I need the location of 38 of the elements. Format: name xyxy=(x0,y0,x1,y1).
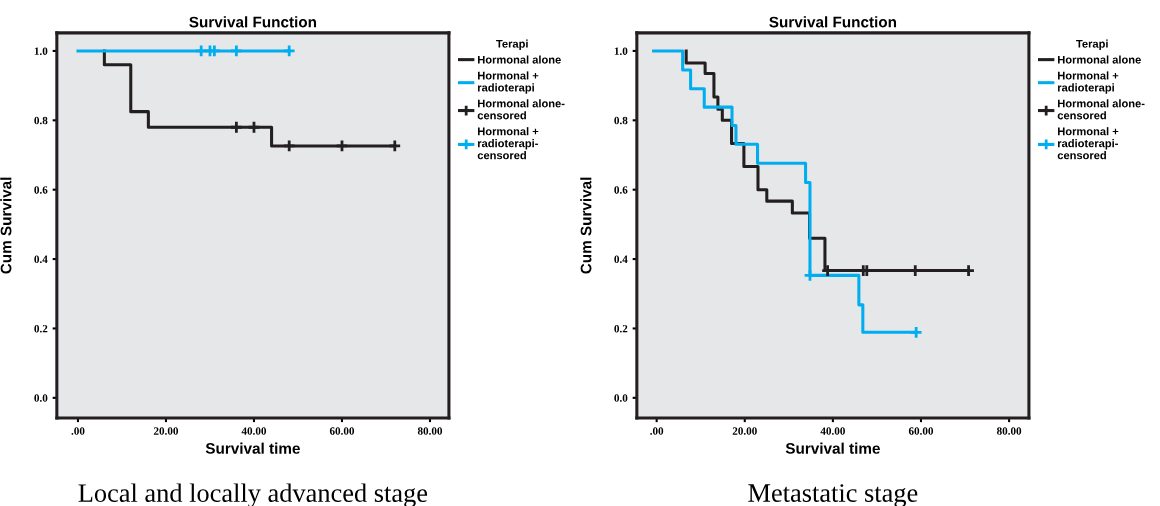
y-tick-label: 1.0 xyxy=(34,47,48,55)
y-tick-label: 0.0 xyxy=(614,394,628,402)
legend-label: Hormonal alone- censored xyxy=(1057,99,1145,120)
y-tick-label: 0.2 xyxy=(34,324,48,333)
legend-label: Hormonal alone xyxy=(1058,55,1141,64)
y-axis-title: Cum Survival xyxy=(580,177,592,274)
y-tick-label: 1.0 xyxy=(614,47,628,55)
chart-title: Survival Function xyxy=(769,16,897,28)
y-tick-label: 0.6 xyxy=(614,186,628,194)
x-tick-label: .00 xyxy=(650,427,664,435)
x-tick-label: 80.00 xyxy=(417,427,443,435)
y-tick-label: 0.6 xyxy=(34,186,48,194)
legend-title: Terapi xyxy=(496,39,528,50)
y-tick-label: 0.4 xyxy=(34,255,48,264)
x-tick-label: 20.00 xyxy=(732,427,757,435)
legend-label: Hormonal + radioterapi- censored xyxy=(1057,127,1119,160)
y-tick-label: 0.8 xyxy=(34,116,48,125)
x-tick-label: 80.00 xyxy=(996,427,1022,435)
legend-label: Hormonal + radioterapi xyxy=(1058,71,1119,94)
x-tick-label: 40.00 xyxy=(241,427,267,435)
x-tick-label: 60.00 xyxy=(908,427,934,435)
legend-label: Hormonal alone- censored xyxy=(477,99,565,120)
x-tick-label: .00 xyxy=(71,427,85,435)
x-axis-title: Survival time xyxy=(205,442,300,454)
y-tick-label: 0.4 xyxy=(614,255,628,264)
legend-label: Hormonal + radioterapi xyxy=(478,71,539,94)
x-tick-label: 20.00 xyxy=(153,427,179,435)
x-tick-label: 40.00 xyxy=(820,427,845,435)
legend-label: Hormonal + radioterapi- censored xyxy=(477,127,539,160)
y-tick-label: 0.8 xyxy=(614,116,628,125)
chart-title: Survival Function xyxy=(189,16,317,28)
y-axis-title: Cum Survival xyxy=(0,177,12,274)
y-tick-label: 0.0 xyxy=(34,394,48,402)
legend-label: Hormonal alone xyxy=(478,55,561,64)
legend-title: Terapi xyxy=(1076,39,1108,50)
y-tick-label: 0.2 xyxy=(614,324,628,333)
x-axis-title: Survival time xyxy=(785,442,880,454)
x-tick-label: 60.00 xyxy=(329,427,355,435)
